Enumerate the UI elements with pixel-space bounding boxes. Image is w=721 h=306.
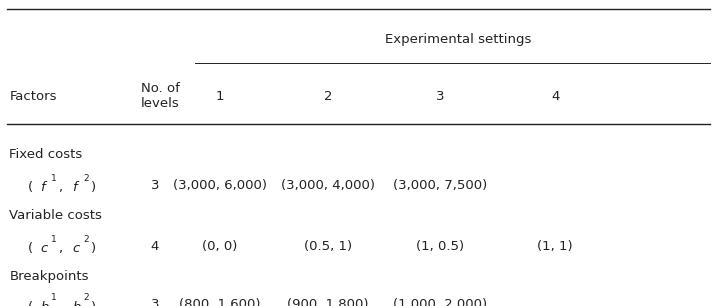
Text: ): ) bbox=[91, 300, 96, 306]
Text: (: ( bbox=[27, 181, 32, 194]
Text: c: c bbox=[72, 242, 79, 256]
Text: Experimental settings: Experimental settings bbox=[384, 33, 531, 46]
Text: 2: 2 bbox=[83, 235, 89, 244]
Text: (800, 1,600): (800, 1,600) bbox=[179, 298, 261, 306]
Text: 1: 1 bbox=[51, 174, 57, 183]
Text: (3,000, 7,500): (3,000, 7,500) bbox=[393, 179, 487, 192]
Text: No. of
levels: No. of levels bbox=[141, 82, 180, 110]
Text: 3: 3 bbox=[435, 90, 444, 103]
Text: 1: 1 bbox=[51, 293, 57, 302]
Text: Variable costs: Variable costs bbox=[9, 209, 102, 222]
Text: Breakpoints: Breakpoints bbox=[9, 271, 89, 283]
Text: (: ( bbox=[27, 300, 32, 306]
Text: (1,000, 2,000): (1,000, 2,000) bbox=[393, 298, 487, 306]
Text: b: b bbox=[72, 300, 81, 306]
Text: Factors: Factors bbox=[9, 90, 57, 103]
Text: (1, 0.5): (1, 0.5) bbox=[416, 240, 464, 253]
Text: (0, 0): (0, 0) bbox=[202, 240, 238, 253]
Text: (: ( bbox=[27, 242, 32, 256]
Text: 3: 3 bbox=[151, 298, 159, 306]
Text: ,: , bbox=[59, 300, 68, 306]
Text: 4: 4 bbox=[551, 90, 559, 103]
Text: (3,000, 4,000): (3,000, 4,000) bbox=[281, 179, 375, 192]
Text: (3,000, 6,000): (3,000, 6,000) bbox=[173, 179, 267, 192]
Text: ): ) bbox=[91, 242, 96, 256]
Text: 2: 2 bbox=[83, 293, 89, 302]
Text: 2: 2 bbox=[83, 174, 89, 183]
Text: 1: 1 bbox=[51, 235, 57, 244]
Text: b: b bbox=[40, 300, 49, 306]
Text: 1: 1 bbox=[216, 90, 224, 103]
Text: f: f bbox=[72, 181, 76, 194]
Text: 2: 2 bbox=[324, 90, 332, 103]
Text: ): ) bbox=[91, 181, 96, 194]
Text: (0.5, 1): (0.5, 1) bbox=[304, 240, 352, 253]
Text: f: f bbox=[40, 181, 45, 194]
Text: 3: 3 bbox=[151, 179, 159, 192]
Text: c: c bbox=[40, 242, 48, 256]
Text: Fixed costs: Fixed costs bbox=[9, 148, 83, 161]
Text: ,: , bbox=[59, 242, 68, 256]
Text: (900, 1,800): (900, 1,800) bbox=[287, 298, 369, 306]
Text: (1, 1): (1, 1) bbox=[537, 240, 573, 253]
Text: ,: , bbox=[59, 181, 68, 194]
Text: 4: 4 bbox=[151, 240, 159, 253]
